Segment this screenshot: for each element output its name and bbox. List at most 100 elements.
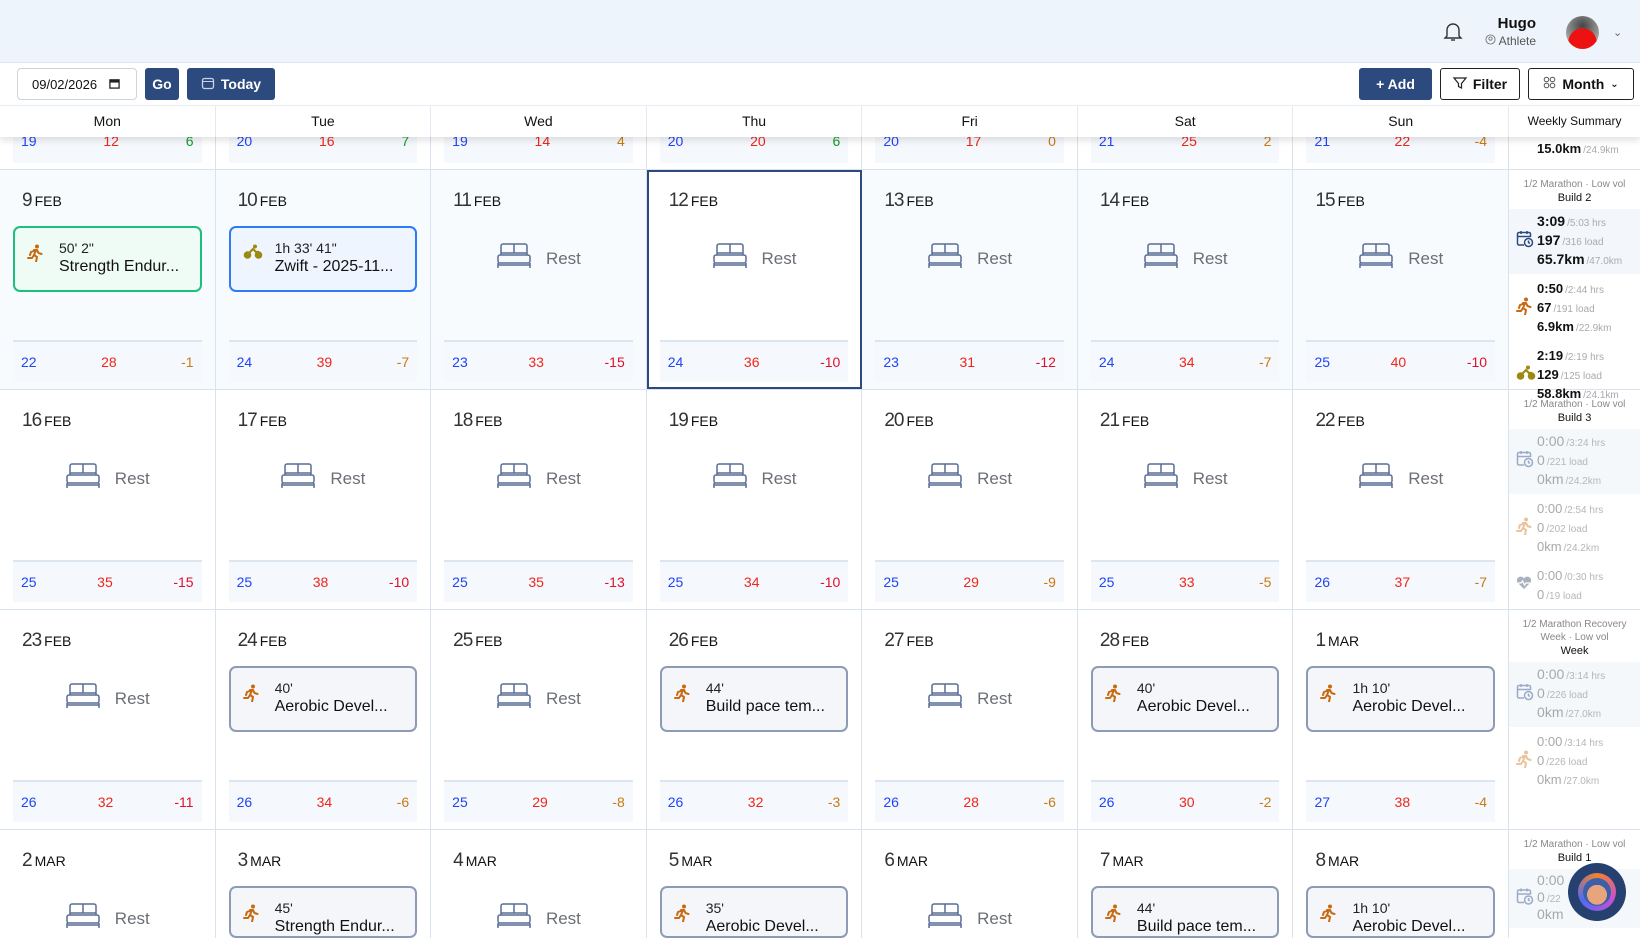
weekly-summary[interactable]: 15.0km/24.9km: [1509, 137, 1640, 169]
workout-duration: 35': [705, 900, 724, 916]
day-cell[interactable]: 5 MAR 35' Aerobic Devel...: [647, 830, 863, 938]
running-icon: [1104, 904, 1121, 927]
running-icon: [673, 684, 690, 707]
day-cell[interactable]: 27 FEB Rest 26 28 -6: [862, 610, 1078, 829]
day-cell[interactable]: 20 16 7: [216, 119, 432, 169]
day-cell[interactable]: 28 FEB 40' Aerobic Devel... 26 30 -2: [1078, 610, 1294, 829]
day-cell[interactable]: 22 FEB Rest 26 37 -7: [1293, 390, 1510, 609]
workout-card[interactable]: 1h 33' 41" Zwift - 2025-11...: [228, 226, 418, 292]
day-header-sat: Sat: [1078, 106, 1294, 137]
fatigue-value: 31: [959, 354, 976, 370]
day-cell[interactable]: 17 FEB Rest 25 38 -10: [216, 390, 432, 609]
sport-line: 129/125 load: [1537, 366, 1640, 385]
day-cell[interactable]: 13 FEB Rest 23 31 -12: [862, 170, 1078, 389]
bed-icon: [65, 462, 101, 495]
user-circle-icon: [1485, 34, 1496, 48]
day-cell[interactable]: 3 MAR 45' Strength Endur...: [216, 830, 432, 938]
day-cell[interactable]: 7 MAR 44' Build pace tem...: [1078, 830, 1294, 938]
fitness-value: 23: [452, 354, 468, 370]
chat-assistant-button[interactable]: [1568, 863, 1626, 921]
day-cell[interactable]: 9 FEB 50' 2" Strength Endur... 22 28 -1: [0, 170, 216, 389]
day-cell[interactable]: 20 FEB Rest 25 29 -9: [862, 390, 1078, 609]
workout-card[interactable]: 40' Aerobic Devel...: [228, 666, 418, 732]
form-value: -13: [604, 574, 625, 590]
sport-line: 58.8km/24.1km: [1537, 385, 1640, 404]
day-date: 9 FEB: [22, 190, 62, 211]
fatigue-value: 34: [316, 794, 333, 810]
day-cell[interactable]: 21 25 2: [1078, 119, 1294, 169]
day-cell[interactable]: 14 FEB Rest 24 34 -7: [1077, 170, 1294, 389]
sport-line: 6.9km/22.9km: [1537, 318, 1640, 337]
fitness-value: 26: [883, 794, 899, 810]
rest-day: Rest: [862, 462, 1077, 495]
day-cell[interactable]: 1 MAR 1h 10' Aerobic Devel... 27 38 -4: [1293, 610, 1510, 829]
view-select[interactable]: Month ⌄: [1528, 68, 1634, 100]
day-cell[interactable]: 23 FEB Rest 26 32 -11: [0, 610, 216, 829]
day-cell[interactable]: 24 FEB 40' Aerobic Devel... 26 34 -6: [216, 610, 432, 829]
day-metrics: 24 36 -10: [659, 340, 849, 382]
day-cell[interactable]: 11 FEB Rest 23 33 -15: [431, 170, 647, 389]
day-cell[interactable]: 4 MAR Rest: [431, 830, 647, 938]
fitness-value: 25: [21, 574, 37, 590]
day-date: 18 FEB: [453, 410, 503, 431]
day-cell[interactable]: 6 MAR Rest: [862, 830, 1078, 938]
filter-button[interactable]: Filter: [1440, 68, 1520, 100]
workout-card[interactable]: 35' Aerobic Devel...: [659, 886, 849, 938]
day-cell[interactable]: 19 FEB Rest 25 34 -10: [647, 390, 863, 609]
day-cell[interactable]: 15 FEB Rest 25 40 -10: [1293, 170, 1510, 389]
fitness-value: 25: [236, 574, 253, 590]
day-cell[interactable]: 21 FEB Rest 25 33 -5: [1078, 390, 1294, 609]
user-name[interactable]: Hugo: [1497, 15, 1536, 32]
weekly-summary[interactable]: 1/2 Marathon · Low vol Build 3 0:00/3:24 h…: [1509, 390, 1640, 609]
day-cell[interactable]: 8 MAR 1h 10' Aerobic Devel...: [1293, 830, 1510, 938]
add-button[interactable]: + Add: [1359, 68, 1432, 100]
rest-label: Rest: [977, 468, 1013, 488]
bell-icon[interactable]: [1443, 21, 1463, 48]
bike-icon: [1516, 365, 1536, 387]
day-cell[interactable]: 2 MAR Rest: [0, 830, 216, 938]
day-month: MAR: [1328, 633, 1360, 649]
day-cell[interactable]: 12 FEB Rest 24 36 -10: [646, 170, 863, 389]
workout-card[interactable]: 1h 10' Aerobic Devel...: [1306, 666, 1496, 732]
weekly-summary[interactable]: 1/2 Marathon Recovery Week · Low vol Week…: [1509, 610, 1640, 829]
chevron-down-icon[interactable]: ⌄: [1613, 27, 1623, 39]
day-cell[interactable]: 18 FEB Rest 25 35 -13: [431, 390, 647, 609]
workout-card[interactable]: 1h 10' Aerobic Devel...: [1306, 886, 1496, 938]
workout-title: Zwift - 2025-11...: [274, 258, 394, 275]
workout-card[interactable]: 45' Strength Endur...: [228, 886, 418, 938]
day-cell[interactable]: 21 22 -4: [1293, 119, 1510, 169]
workout-card[interactable]: 44' Build pace tem...: [659, 666, 849, 732]
total-line: 0:00: [1537, 873, 1640, 890]
fitness-value: 20: [883, 133, 899, 149]
day-cell[interactable]: 10 FEB 1h 33' 41" Zwift - 2025-11... 24 39 -7: [215, 170, 432, 389]
go-button[interactable]: Go: [145, 68, 179, 100]
date-value[interactable]: 09/02/2026: [32, 76, 98, 92]
calendar-icon[interactable]: [109, 77, 120, 92]
day-cell[interactable]: 19 12 6: [0, 119, 216, 169]
workout-title: Aerobic Devel...: [274, 698, 388, 715]
workout-card[interactable]: 44' Build pace tem...: [1090, 886, 1280, 938]
avatar[interactable]: [1566, 16, 1599, 49]
sport-line: 0:00/2:54 hrs: [1537, 500, 1640, 519]
day-month: MAR: [1328, 853, 1360, 869]
rest-day: Rest: [431, 902, 646, 935]
day-cell[interactable]: 25 FEB Rest 25 29 -8: [431, 610, 647, 829]
week-row: 2 MAR Rest 3 MAR 45' Strength Endur... 4 MAR Rest…: [0, 830, 1640, 938]
calendar-grid[interactable]: 19 12 6 20 16 7 19 14 4 20 20 6 20 17 0 21 25 2 21 22 -4 15.0…: [0, 119, 1640, 938]
day-date: 28 FEB: [1099, 630, 1150, 651]
day-cell[interactable]: 20 20 6: [647, 119, 863, 169]
day-cell[interactable]: 16 FEB Rest 25 35 -15: [0, 390, 216, 609]
date-input[interactable]: 09/02/2026: [17, 68, 137, 100]
rest-label: Rest: [977, 908, 1013, 928]
day-cell[interactable]: 26 FEB 44' Build pace tem... 26 32 -3: [647, 610, 863, 829]
weekly-summary[interactable]: 1/2 Marathon · Low vol Build 2 3:09/5:03 h…: [1509, 170, 1640, 401]
today-button[interactable]: Today: [187, 68, 275, 100]
day-cell[interactable]: 20 17 0: [862, 119, 1078, 169]
fitness-value: 26: [21, 794, 37, 810]
workout-card[interactable]: 50' 2" Strength Endur...: [13, 226, 202, 292]
fitness-value: 23: [883, 354, 899, 370]
running-icon: [27, 244, 43, 267]
workout-card[interactable]: 40' Aerobic Devel...: [1090, 666, 1280, 732]
coach-avatar-icon: [1578, 873, 1616, 911]
day-cell[interactable]: 19 14 4: [431, 119, 647, 169]
